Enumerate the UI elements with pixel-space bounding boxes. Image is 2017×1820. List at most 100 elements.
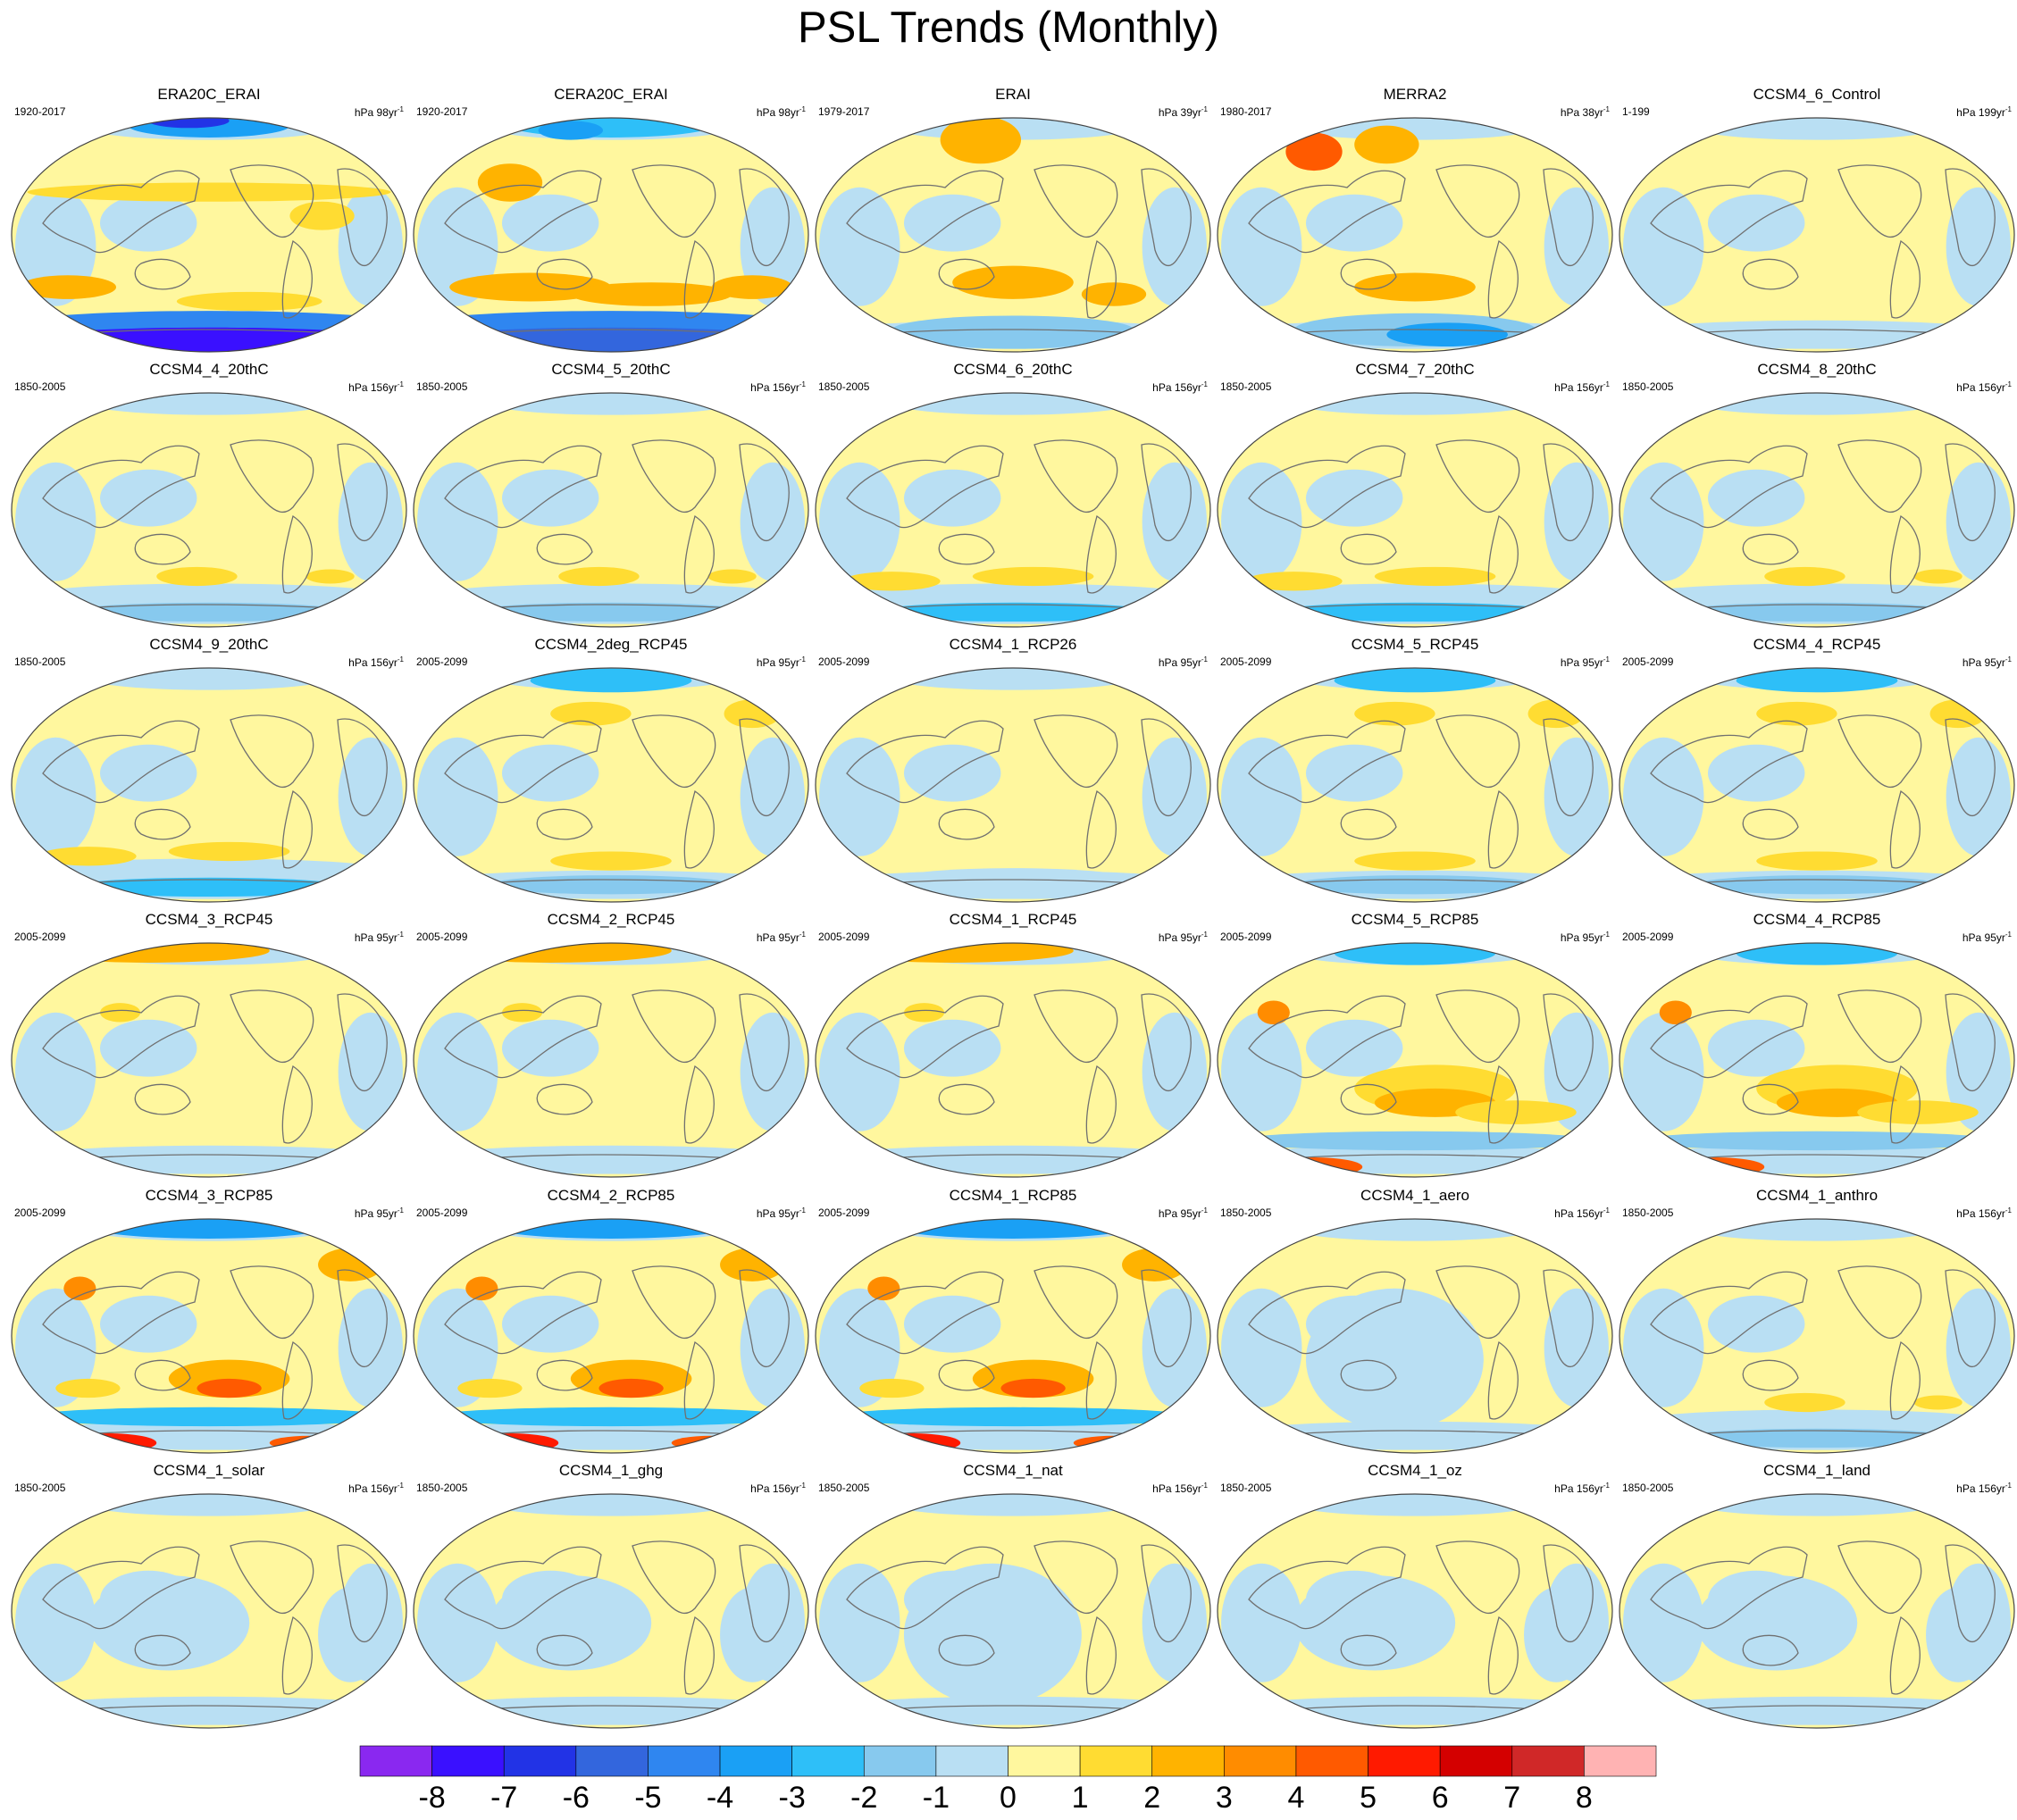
contour-region [1695,1219,1938,1241]
panel-units: hPa 95yr-1 [354,931,404,944]
contour-region [1619,320,2014,349]
panel-units: hPa 95yr-1 [756,1206,806,1220]
panel-units: hPa 156yr-1 [1554,1206,1610,1220]
panel-period: 1850-2005 [1220,1206,1272,1219]
coastline [1487,514,1519,594]
coastline [1742,258,1799,290]
coastline [1945,1544,1996,1643]
contour-region [1334,668,1496,693]
panel-title: ERAI [995,86,1031,103]
map-outline [11,1218,407,1454]
map-outline [1217,117,1613,353]
coastline [444,720,602,804]
contour-region [1695,1494,1938,1516]
coastline [281,1340,313,1420]
contour-region [712,275,793,299]
colorbar-swatch [648,1745,721,1777]
contour-region [671,1435,753,1450]
coastline [1141,993,1192,1092]
panel-period: 1850-2005 [416,380,468,393]
contour-region [449,272,611,302]
contour-region [1142,462,1207,581]
coastline [536,1359,593,1391]
coastline [1945,168,1996,267]
map-outline [11,117,407,353]
panel-period: 1920-2017 [14,105,66,118]
coastline [938,533,995,565]
contour-region [819,187,900,306]
panel-period: 1980-2017 [1220,105,1272,118]
contour-region [414,1696,808,1725]
coastline [42,1271,200,1355]
contour-region [1635,1131,1999,1151]
coastline [739,993,790,1092]
coastline [1889,1615,1921,1695]
panel-period: 1850-2005 [1622,1482,1674,1494]
coastline [1742,533,1799,565]
contour-region [67,602,351,622]
contour-region [891,1152,1134,1173]
contour-region [477,163,543,202]
coastline [683,514,715,594]
panel-period: 2005-2099 [1220,655,1272,668]
panel-title: CCSM4_6_Control [1753,86,1881,103]
trend-map [1619,667,2015,903]
contour-region [27,182,391,202]
contour-region [598,1378,664,1398]
contour-region [720,1248,785,1282]
map-outline [1217,942,1613,1178]
trend-map [1619,117,2015,353]
colorbar-tick-label: -4 [706,1781,734,1815]
contour-region [289,201,355,230]
contour-region [1218,1696,1612,1725]
contour-region [1756,701,1837,726]
trend-map [815,117,1211,353]
map-panel: CCSM4_1_oz 1850-2005 hPa 156yr-1 [1213,1462,1617,1730]
coastline [683,239,715,319]
coastline [1650,170,1808,254]
contour-region [1374,566,1496,587]
trend-map [815,392,1211,628]
map-panel: ERA20C_ERAI 1920-2017 hPa 98yr-1 [7,86,411,354]
contour-region [88,393,331,415]
map-panel: CCSM4_9_20thC 1850-2005 hPa 156yr-1 [7,636,411,904]
coastline [134,1359,191,1391]
contour-region [197,1378,262,1398]
coastline [281,1615,313,1695]
contour-region [1073,1435,1155,1450]
coastline [683,789,715,869]
panel-title: CCSM4_1_RCP85 [949,1187,1077,1204]
contour-region [1354,851,1476,871]
contour-region [1142,187,1207,306]
contour-region [538,121,603,140]
coastline [1837,1265,1922,1340]
contour-region [1142,737,1207,856]
map-panel: CCSM4_1_anthro 1850-2005 hPa 156yr-1 [1615,1187,2017,1455]
trend-map [815,667,1211,903]
coastline [1435,714,1520,789]
trend-map [1619,1218,2015,1454]
panel-units: hPa 95yr-1 [756,655,806,669]
map-outline [11,942,407,1178]
colorbar-swatch [1439,1745,1513,1777]
coastline [134,808,191,840]
contour-region [417,1012,498,1131]
panel-title: CCSM4_1_solar [153,1462,265,1479]
coastline [444,445,602,529]
contour-region [168,841,290,862]
contour-region [1233,1131,1597,1151]
contour-region [940,118,1022,164]
panel-period: 2005-2099 [416,655,468,668]
contour-region [417,737,498,856]
coastline [1435,1265,1520,1340]
contour-region [707,569,757,584]
contour-region [1221,187,1302,306]
coastline [632,1265,716,1340]
coastline [42,445,200,529]
colorbar-tick-label: 3 [1215,1781,1233,1815]
coastline [632,439,716,513]
coastline [1248,1271,1406,1355]
panel-title: CCSM4_5_RCP45 [1351,636,1479,653]
map-outline [11,1493,407,1729]
panel-title: CCSM4_9_20thC [149,636,269,653]
